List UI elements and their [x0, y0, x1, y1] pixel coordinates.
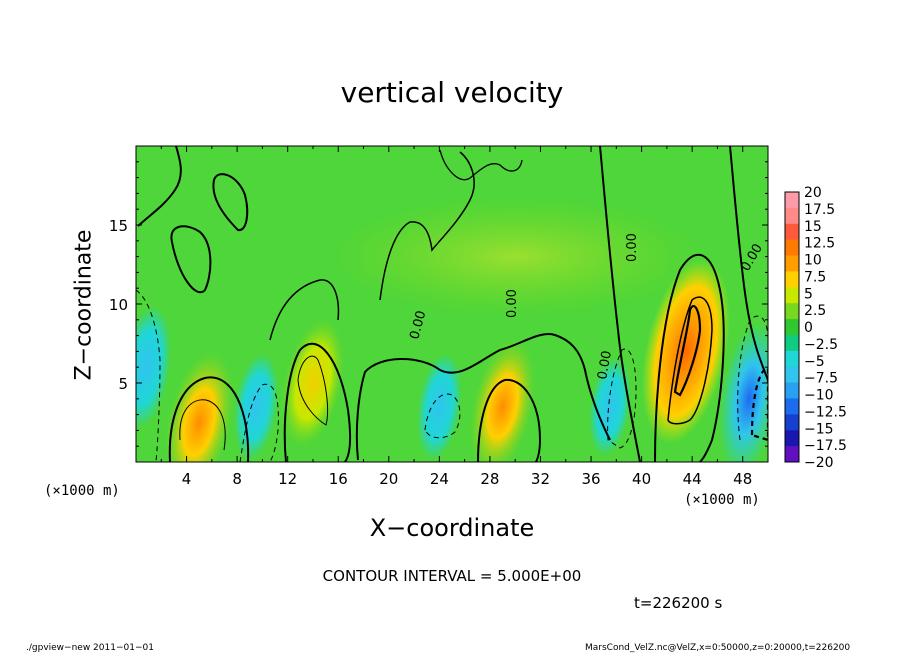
contour-line — [239, 383, 279, 462]
x-tick-label: 48 — [733, 470, 752, 488]
colorbar-label: 7.5 — [804, 269, 826, 285]
contour-line — [170, 225, 212, 294]
colorbar-label: 5 — [804, 286, 813, 302]
contour-line — [424, 393, 461, 439]
colorbar-swatch — [785, 255, 799, 272]
contour-layer — [136, 146, 768, 462]
y-tick-label: 10 — [109, 296, 128, 314]
colorbar-label: −17.5 — [804, 438, 847, 454]
x-tick-label: 44 — [683, 470, 702, 488]
contour-line — [750, 366, 768, 442]
contour-line — [168, 376, 250, 462]
contour-line — [654, 253, 725, 462]
contour-line — [212, 173, 249, 232]
contour-line — [667, 296, 713, 425]
footer-source: MarsCond_VelZ.nc@VelZ,x=0:50000,z=0:2000… — [585, 643, 851, 653]
downdraft-region — [589, 357, 631, 457]
field-blob — [325, 196, 706, 317]
contour-line — [439, 149, 523, 181]
colorbar-swatch — [785, 366, 799, 384]
colorbar-swatch — [785, 319, 799, 336]
x-tick-label: 36 — [581, 470, 600, 488]
x-tick-label: 40 — [632, 470, 651, 488]
colorbar-swatch — [785, 303, 799, 320]
contour-line — [269, 279, 340, 341]
y-tick-label: 5 — [118, 375, 128, 393]
colorbar-label: 15 — [804, 219, 822, 235]
contour-line — [737, 315, 768, 441]
updraft-region — [281, 318, 345, 448]
y-axis: 5 10 15 — [109, 161, 768, 447]
x-axis-label: X−coordinate — [369, 514, 535, 542]
colorbar-label: 20 — [804, 185, 822, 201]
updraft-region — [469, 337, 537, 462]
x-tick-label: 8 — [232, 470, 242, 488]
x-tick-label: 12 — [278, 470, 297, 488]
x-tick-label: 16 — [329, 470, 348, 488]
contour-line — [729, 146, 768, 381]
colorbar-swatch — [785, 192, 799, 209]
x-tick-label: 24 — [430, 470, 449, 488]
colorbar-swatch — [785, 287, 799, 304]
colorbar-label: −12.5 — [804, 404, 847, 420]
contour-label: 0.00 — [407, 309, 429, 341]
contour-label: 0.00 — [595, 350, 615, 381]
colorbar-swatch — [785, 430, 799, 447]
x-tick-label: 20 — [379, 470, 398, 488]
downdraft-region — [718, 321, 768, 462]
colorbar-label: −2.5 — [804, 337, 838, 353]
time-stamp: t=226200 s — [634, 594, 723, 612]
x-unit-right: (×1000 m) — [684, 492, 760, 508]
y-tick-label: 15 — [109, 217, 128, 235]
x-unit-left: (×1000 m) — [44, 483, 120, 499]
contour-line — [599, 146, 641, 462]
contour-line — [379, 151, 475, 301]
x-tick-label: 4 — [182, 470, 192, 488]
colorbar-label: 10 — [804, 253, 822, 269]
contour-line — [297, 355, 329, 426]
colorbar-swatch — [785, 271, 799, 288]
contour-label: 0.00 — [505, 289, 520, 318]
chart-title: vertical velocity — [340, 76, 564, 109]
contour-line — [283, 342, 352, 462]
colorbar-swatch — [785, 382, 799, 399]
contour-line — [477, 378, 542, 462]
updraft-region — [163, 349, 235, 462]
colorbar-swatch — [785, 446, 799, 463]
x-tick-label: 32 — [531, 470, 550, 488]
contour-line — [136, 289, 161, 462]
contour-line — [179, 399, 226, 451]
colorbar-frame — [784, 191, 800, 463]
colorbar-swatch — [785, 207, 799, 225]
contour-line — [607, 348, 637, 449]
y-axis-label: Z−coordinate — [71, 229, 97, 381]
contour-label: 0.00 — [625, 233, 640, 262]
colorbar-label: 17.5 — [804, 202, 835, 218]
colorbar-swatch — [785, 239, 799, 257]
colorbar-label: 2.5 — [804, 303, 826, 319]
x-axis: 4 8 12 16 20 24 28 32 36 40 44 48 — [160, 146, 752, 488]
footer-program: ./gpview−new 2011−01−01 — [26, 643, 154, 653]
colorbar-swatch — [785, 350, 799, 368]
colorbar-label: −7.5 — [804, 371, 838, 387]
colorbar-label: −20 — [804, 455, 834, 471]
colorbar-swatch — [785, 414, 799, 431]
colorbar-label: −10 — [804, 388, 834, 404]
contour-interval: CONTOUR INTERVAL = 5.000E+00 — [322, 567, 582, 585]
colorbar-label: −15 — [804, 421, 834, 437]
colorbar-swatch — [785, 223, 799, 241]
colorbar-label: 12.5 — [804, 236, 835, 252]
colorbar-swatch — [785, 334, 799, 352]
x-tick-label: 28 — [480, 470, 499, 488]
contour-line — [137, 146, 182, 227]
contour-line — [673, 304, 702, 397]
colorbar: 2017.51512.5107.552.50−2.5−5−7.5−10−12.5… — [784, 185, 847, 471]
downdraft-region — [136, 305, 172, 429]
colorbar-label: 0 — [804, 320, 813, 336]
contour-line — [355, 333, 611, 461]
colorbar-label: −5 — [804, 354, 825, 370]
colorbar-swatch — [785, 398, 799, 415]
